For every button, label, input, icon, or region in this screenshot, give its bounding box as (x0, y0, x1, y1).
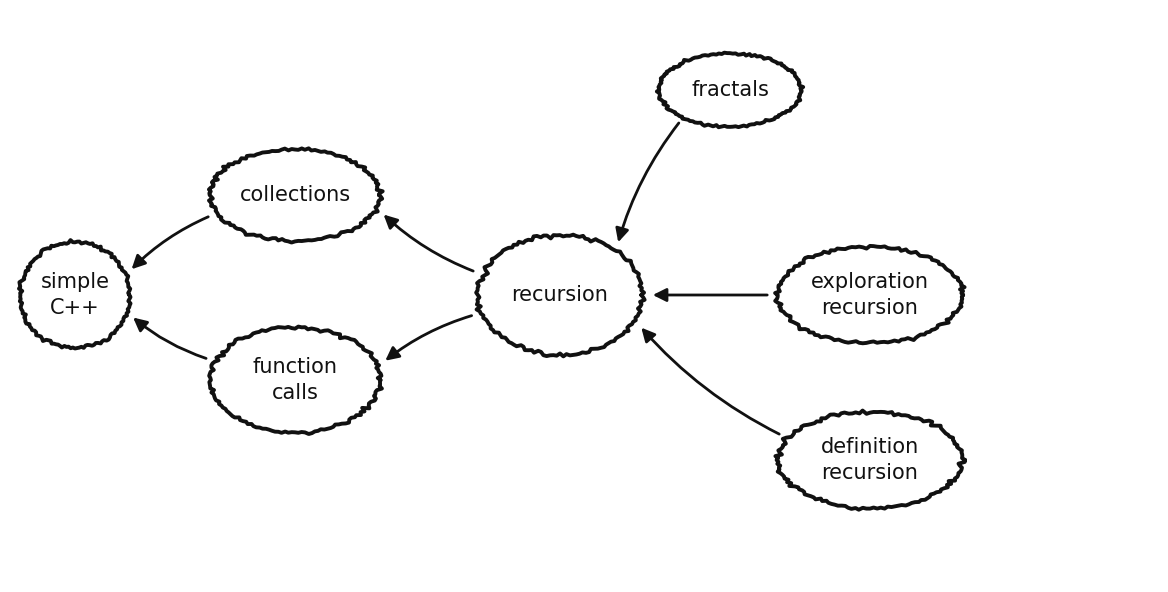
Text: definition
recursion: definition recursion (821, 437, 919, 483)
Text: collections: collections (239, 185, 350, 205)
Text: function
calls: function calls (252, 357, 338, 403)
Ellipse shape (770, 243, 969, 348)
Text: simple
C++: simple C++ (41, 272, 110, 318)
Text: fractals: fractals (691, 80, 769, 100)
Ellipse shape (15, 237, 135, 352)
Ellipse shape (653, 50, 807, 130)
Ellipse shape (770, 407, 969, 513)
Ellipse shape (202, 323, 388, 437)
Text: exploration
recursion: exploration recursion (811, 272, 929, 318)
Text: recursion: recursion (512, 285, 609, 305)
Ellipse shape (470, 230, 651, 360)
Ellipse shape (202, 145, 388, 245)
